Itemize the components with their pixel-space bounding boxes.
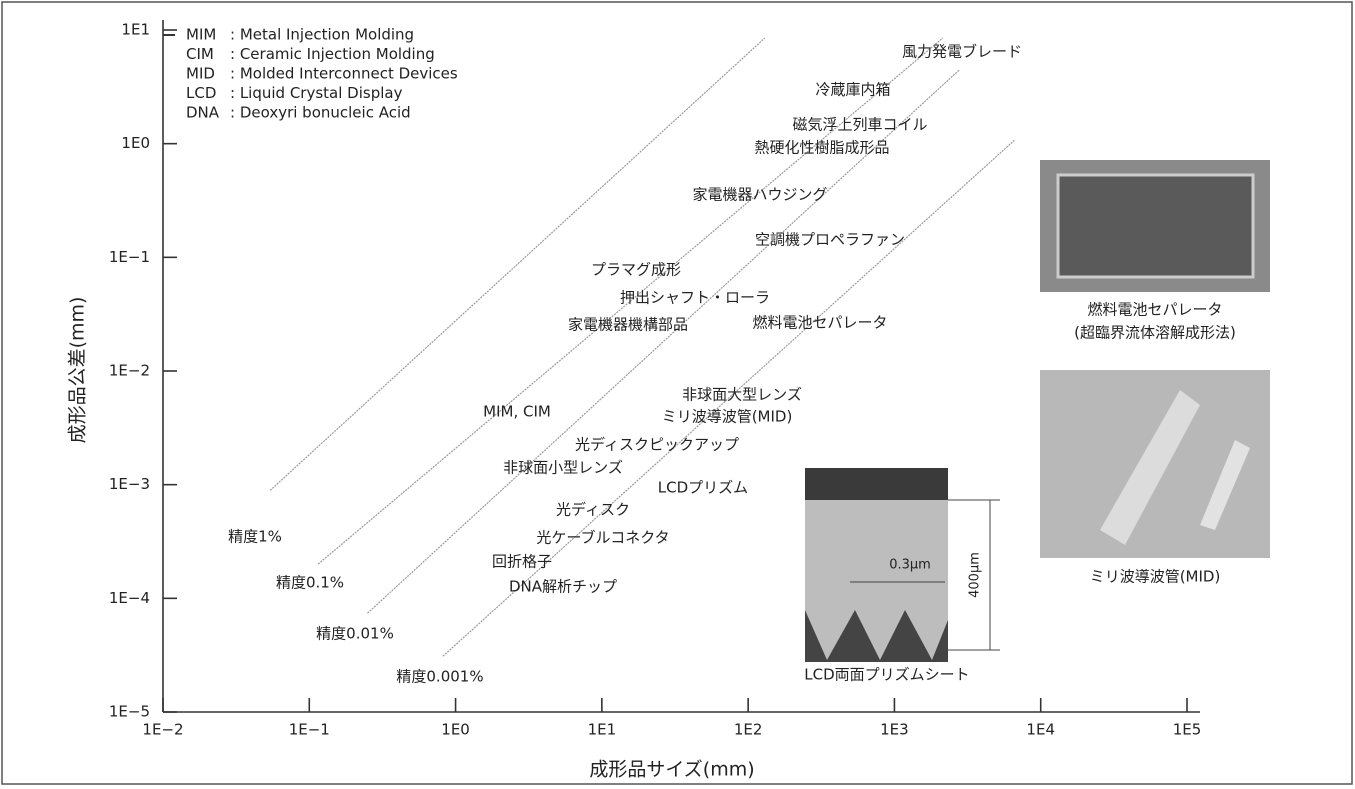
annotation: ミリ波導波管(MID)	[662, 408, 793, 426]
line-label: 精度0.01%	[316, 625, 394, 643]
annotation: 光ディスクピックアップ	[575, 436, 739, 454]
note-abbr: MID	[186, 65, 215, 83]
line-label: 精度1%	[228, 528, 282, 546]
x-tick-label: 1E0	[441, 721, 470, 739]
prism-top	[805, 468, 948, 500]
x-tick-label: 1E−1	[289, 721, 330, 739]
y-tick-label: 1E1	[121, 21, 150, 39]
note-text: : Molded Interconnect Devices	[230, 65, 458, 83]
x-tick-label: 1E1	[588, 721, 617, 739]
y-tick-label: 1E0	[121, 134, 150, 152]
prism-height: 400μm	[968, 552, 983, 598]
fuel-cell-plate	[1058, 175, 1253, 277]
note-text: : Ceramic Injection Molding	[230, 45, 435, 63]
line-label: 精度0.001%	[396, 668, 483, 686]
annotation: 非球面大型レンズ	[682, 386, 802, 404]
annotation: プラマグ成形	[591, 261, 681, 279]
y-tick-label: 1E−3	[109, 475, 150, 493]
note-abbr: MIM	[186, 26, 216, 44]
annotation: DNA解析チップ	[509, 578, 617, 596]
annotation: 光ディスク	[556, 501, 630, 519]
photo-caption: 燃料電池セパレータ	[1087, 301, 1222, 319]
y-tick-label: 1E−4	[109, 589, 150, 607]
x-axis-title: 成形品サイズ(mm)	[589, 759, 754, 781]
x-tick-label: 1E5	[1173, 721, 1202, 739]
x-tick-label: 1E4	[1026, 721, 1055, 739]
note-abbr: CIM	[186, 45, 214, 63]
note-abbr: DNA	[186, 104, 220, 122]
annotation: 熱硬化性樹脂成形品	[754, 139, 889, 157]
annotation: MIM, CIM	[483, 403, 551, 421]
annotation: 家電機器ハウジング	[692, 186, 827, 204]
chart: 成形品サイズ(mm) 成形品公差(mm) 燃料電池セパレータ (超臨界流体溶解成…	[0, 0, 1355, 789]
annotation: 回折格子	[492, 553, 552, 571]
y-axis-title: 成形品公差(mm)	[67, 297, 89, 444]
photo-caption: LCD両面プリズムシート	[804, 666, 969, 684]
annotation: 空調機プロペラファン	[755, 231, 905, 249]
photo-caption: ミリ波導波管(MID)	[1090, 568, 1221, 586]
note-abbr: LCD	[186, 84, 216, 102]
photo-caption: (超臨界流体溶解成形法)	[1074, 324, 1236, 342]
x-tick-label: 1E3	[880, 721, 909, 739]
annotation: 冷蔵庫内箱	[815, 81, 890, 99]
note-text: : Metal Injection Molding	[230, 26, 414, 44]
prism-pitch: 0.3μm	[889, 558, 931, 573]
annotation: 磁気浮上列車コイル	[792, 116, 927, 134]
annotation: 燃料電池セパレータ	[752, 314, 887, 332]
line-label: 精度0.1%	[276, 574, 344, 592]
annotation: 非球面小型レンズ	[503, 459, 623, 477]
annotation: LCDプリズム	[658, 479, 748, 497]
y-tick-label: 1E−5	[109, 703, 150, 721]
x-tick-label: 1E2	[734, 721, 763, 739]
note-text: : Deoxyri bonucleic Acid	[230, 104, 411, 122]
y-tick-label: 1E−2	[109, 362, 150, 380]
x-tick-label: 1E−2	[142, 721, 183, 739]
note-text: : Liquid Crystal Display	[230, 84, 403, 102]
annotation: 押出シャフト・ローラ	[620, 289, 770, 307]
y-tick-label: 1E−1	[109, 248, 150, 266]
annotation: 家電機器機構部品	[568, 316, 688, 334]
annotation: 風力発電ブレード	[902, 43, 1022, 61]
annotation: 光ケーブルコネクタ	[536, 529, 669, 547]
